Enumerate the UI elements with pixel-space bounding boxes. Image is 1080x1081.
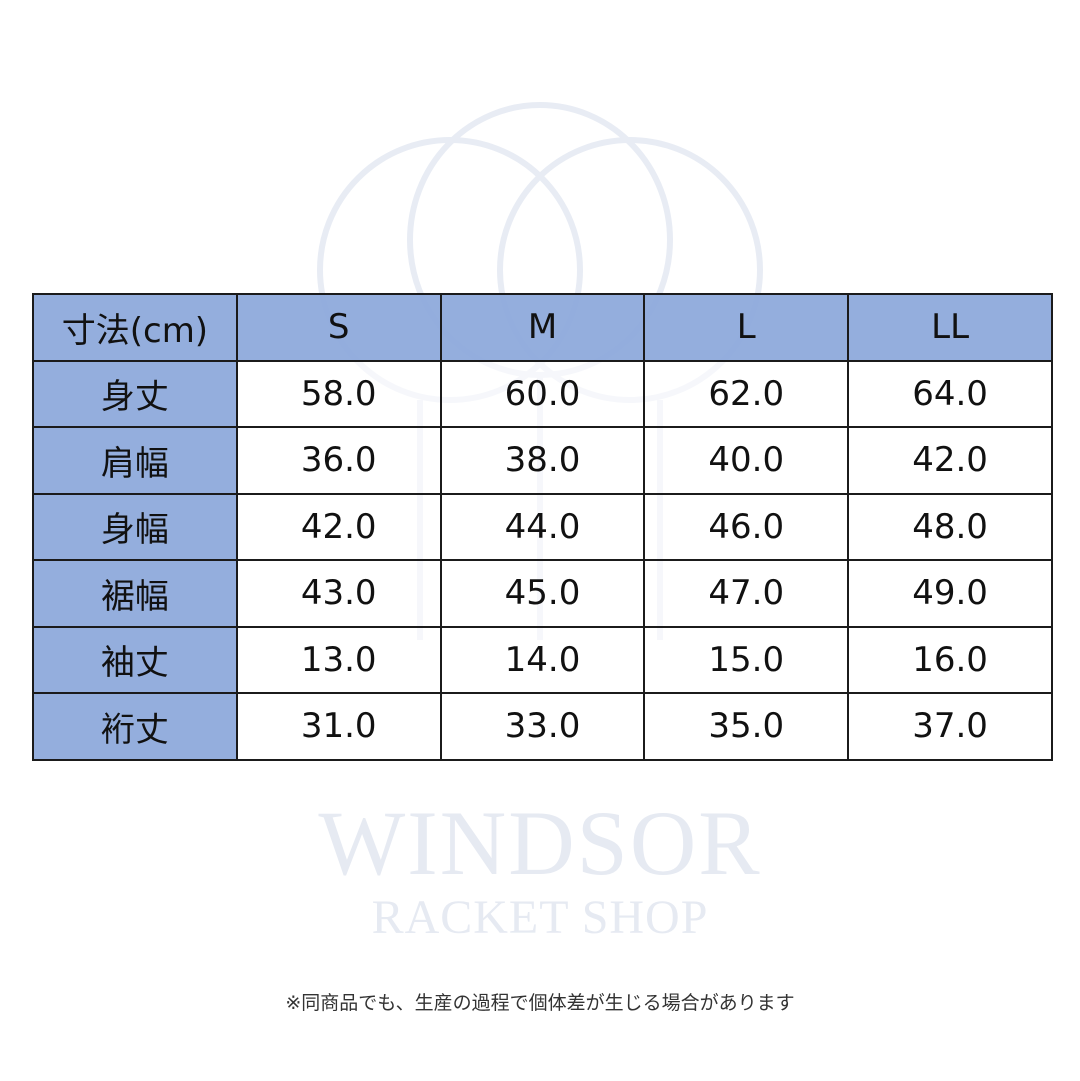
corner-header: 寸法(cm) bbox=[32, 293, 238, 362]
table-cell: 48.0 bbox=[847, 492, 1053, 561]
table-cell: 58.0 bbox=[235, 359, 442, 428]
size-header-l: L bbox=[643, 293, 850, 362]
table-cell: 13.0 bbox=[235, 625, 442, 694]
table-cell: 40.0 bbox=[643, 426, 850, 495]
table-row: 身丈 58.0 60.0 62.0 64.0 bbox=[32, 359, 1053, 428]
table-cell: 38.0 bbox=[439, 426, 646, 495]
header-row: 寸法(cm) S M L LL bbox=[32, 293, 1053, 362]
table-cell: 43.0 bbox=[235, 559, 442, 628]
table-row: 裾幅 43.0 45.0 47.0 49.0 bbox=[32, 559, 1053, 628]
table-cell: 46.0 bbox=[643, 492, 850, 561]
table-cell: 33.0 bbox=[439, 692, 646, 761]
table-cell: 64.0 bbox=[847, 359, 1053, 428]
table-cell: 45.0 bbox=[439, 559, 646, 628]
table-cell: 49.0 bbox=[847, 559, 1053, 628]
footnote: ※同商品でも、生産の過程で個体差が生じる場合があります bbox=[285, 992, 795, 1014]
row-label: 身幅 bbox=[32, 492, 238, 561]
table-row: 袖丈 13.0 14.0 15.0 16.0 bbox=[32, 625, 1053, 694]
row-label: 肩幅 bbox=[32, 426, 238, 495]
table-cell: 15.0 bbox=[643, 625, 850, 694]
watermark-racket-shop: RACKET SHOP bbox=[371, 891, 709, 944]
row-label: 裄丈 bbox=[32, 692, 238, 761]
size-header-m: M bbox=[439, 293, 646, 362]
table-row: 肩幅 36.0 38.0 40.0 42.0 bbox=[32, 426, 1053, 495]
row-label: 身丈 bbox=[32, 359, 238, 428]
table-cell: 47.0 bbox=[643, 559, 850, 628]
size-header-s: S bbox=[235, 293, 442, 362]
table-cell: 37.0 bbox=[847, 692, 1053, 761]
table-row: 身幅 42.0 44.0 46.0 48.0 bbox=[32, 492, 1053, 561]
table-cell: 60.0 bbox=[439, 359, 646, 428]
size-header-ll: LL bbox=[847, 293, 1053, 362]
table-cell: 36.0 bbox=[235, 426, 442, 495]
table-row: 裄丈 31.0 33.0 35.0 37.0 bbox=[32, 692, 1053, 761]
table-cell: 14.0 bbox=[439, 625, 646, 694]
row-label: 裾幅 bbox=[32, 559, 238, 628]
table-cell: 35.0 bbox=[643, 692, 850, 761]
watermark-windsor: WINDSOR bbox=[318, 792, 762, 894]
table-cell: 42.0 bbox=[235, 492, 442, 561]
table-cell: 44.0 bbox=[439, 492, 646, 561]
table-cell: 42.0 bbox=[847, 426, 1053, 495]
table-cell: 16.0 bbox=[847, 625, 1053, 694]
size-table: 寸法(cm) S M L LL 身丈 58.0 60.0 62.0 64.0 肩幅 36.0… bbox=[32, 293, 1053, 761]
table-cell: 31.0 bbox=[235, 692, 442, 761]
row-label: 袖丈 bbox=[32, 625, 238, 694]
table-cell: 62.0 bbox=[643, 359, 850, 428]
